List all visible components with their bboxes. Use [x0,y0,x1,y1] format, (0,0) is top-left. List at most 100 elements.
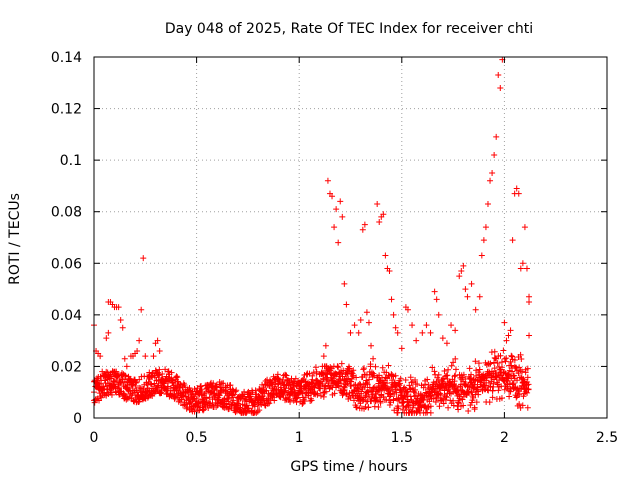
noise-point [373,397,380,404]
data-point [374,200,381,207]
noise-point [508,362,515,369]
noise-point [460,402,467,409]
noise-point [525,386,532,393]
noise-point [437,390,444,397]
data-point [526,293,533,300]
noise-point [242,396,249,403]
noise-point [314,390,321,397]
grid-layer [94,57,607,418]
noise-point [235,400,242,407]
noise-point [513,394,520,401]
noise-point [322,383,329,390]
noise-point [451,373,458,380]
noise-point [136,376,143,383]
noise-point [214,400,221,407]
data-point [462,286,469,293]
noise-point [264,376,271,383]
noise-point [348,382,355,389]
noise-point [470,376,477,383]
x-tick-label: 1.5 [391,430,413,446]
data-point [156,347,163,354]
noise-point [200,406,207,413]
data-point [357,317,364,324]
data-point [413,337,420,344]
noise-point [156,371,163,378]
noise-point [448,362,455,369]
data-point [478,252,485,259]
noise-point [363,377,370,384]
noise-point [271,385,278,392]
noise-point [475,391,482,398]
noise-point [427,403,434,410]
data-point [480,237,487,244]
noise-point [375,403,382,410]
noise-point [350,367,357,374]
data-point [519,260,526,267]
noise-point [500,347,507,354]
data-point [322,342,329,349]
data-point [509,237,516,244]
noise-point [346,365,353,372]
noise-point [466,365,473,372]
noise-point [517,351,524,358]
noise-point [148,381,155,388]
noise-point [386,401,393,408]
noise-point [412,386,419,393]
noise-point [372,363,379,370]
noise-point [155,372,162,379]
noise-point [445,387,452,394]
noise-point [368,369,375,376]
noise-point [399,388,406,395]
data-point [409,322,416,329]
noise-point [319,380,326,387]
noise-point [349,373,356,380]
noise-point [490,383,497,390]
noise-point [486,361,493,368]
noise-point [420,384,427,391]
data-point [341,280,348,287]
noise-point [445,404,452,411]
noise-point [487,360,494,367]
noise-point [385,362,392,369]
noise-point [132,383,139,390]
data-point [439,335,446,342]
noise-point [414,381,421,388]
noise-point [266,400,273,407]
noise-point [412,376,419,383]
noise-point [356,380,363,387]
data-point [101,371,108,378]
data-point [331,224,338,231]
noise-point [254,403,261,410]
noise-point [320,389,327,396]
noise-point [233,387,240,394]
noise-point [510,380,517,387]
data-point [142,353,149,360]
noise-point [379,364,386,371]
y-tick-label: 0.12 [51,102,82,118]
noise-point [524,404,531,411]
noise-point [198,386,205,393]
noise-point [452,366,459,373]
data-point [404,306,411,313]
noise-point [287,398,294,405]
noise-point [487,383,494,390]
noise-point [375,386,382,393]
noise-point [269,379,276,386]
noise-point [460,371,467,378]
noise-point [98,394,105,401]
y-tick-label: 0.14 [51,50,82,66]
noise-point [309,372,316,379]
data-point [515,190,522,197]
data-point [117,317,124,324]
noise-point [301,398,308,405]
noise-point [172,374,179,381]
noise-point [395,381,402,388]
noise-point [220,380,227,387]
data-point [390,311,397,318]
noise-point [489,387,496,394]
data-point [394,329,401,336]
noise-point [173,373,180,380]
noise-point [333,379,340,386]
data-point [136,337,143,344]
noise-point [516,391,523,398]
